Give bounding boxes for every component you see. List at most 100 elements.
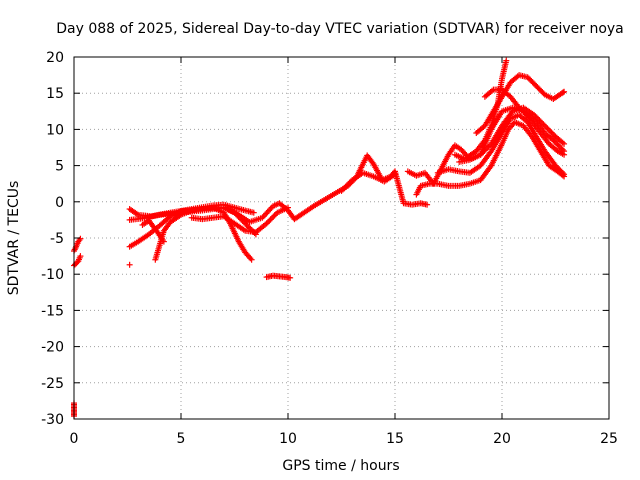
data-point (532, 113, 539, 120)
data-point (287, 274, 294, 281)
y-axis-label: SDTVAR / TECUs (6, 181, 22, 296)
data-point (242, 220, 249, 227)
data-point (559, 89, 566, 96)
y-tick-label: -15 (41, 303, 64, 319)
data-point (540, 121, 547, 128)
y-tick-label: -5 (50, 231, 64, 247)
data-point (549, 130, 556, 137)
chart-title: Day 088 of 2025, Sidereal Day-to-day VTE… (56, 21, 624, 37)
data-point (548, 129, 555, 136)
series-trace-r (481, 86, 568, 155)
data-point (77, 235, 84, 242)
y-tick-label: -20 (41, 340, 64, 356)
data-point (232, 211, 239, 218)
series-trace-k (263, 272, 294, 281)
data-point (541, 122, 548, 129)
axis-ticks: 0 5 10 15 20 25 -30 -25 -20 -15 -10 -5 0 5 10 15 20 (41, 50, 618, 447)
x-tick-label: 15 (386, 431, 404, 447)
x-tick-label: 20 (493, 431, 511, 447)
data-point (264, 219, 271, 226)
data-point (550, 137, 557, 144)
data-point (561, 148, 568, 155)
data-point (547, 128, 554, 135)
data-point (339, 186, 346, 193)
x-tick-label: 10 (279, 431, 297, 447)
data-point (342, 183, 349, 190)
data-point (272, 211, 279, 218)
y-tick-label: 20 (46, 50, 64, 66)
data-point (346, 179, 353, 186)
series-trace-s (456, 104, 568, 165)
data-point (126, 261, 133, 268)
x-axis-label: GPS time / hours (282, 458, 399, 474)
y-tick-label: 5 (55, 159, 64, 175)
data-point (240, 219, 247, 226)
data-point (551, 138, 558, 145)
y-tick-label: 10 (46, 122, 64, 138)
data-points (71, 57, 568, 420)
data-point (231, 209, 238, 216)
data-point (485, 143, 492, 150)
data-point (243, 221, 250, 228)
data-point (263, 220, 270, 227)
data-point (341, 185, 348, 192)
series-trace-j (188, 204, 291, 236)
y-tick-label: 0 (55, 195, 64, 211)
data-point (545, 126, 552, 133)
data-point (486, 142, 493, 149)
data-point (267, 216, 274, 223)
series-trace-a (71, 253, 84, 269)
data-point (543, 124, 550, 131)
data-point (338, 187, 345, 194)
data-point (271, 212, 278, 219)
data-point (424, 201, 431, 208)
y-tick-label: -30 (41, 412, 64, 428)
data-point (285, 204, 291, 211)
data-point (559, 146, 566, 153)
data-point (235, 213, 242, 220)
data-point (531, 111, 538, 118)
grid (74, 57, 609, 419)
data-point (165, 214, 172, 221)
series-trace-d (126, 261, 133, 268)
data-point (484, 144, 491, 151)
data-point (481, 147, 488, 154)
data-point (270, 213, 277, 220)
data-point (234, 212, 241, 219)
data-point (555, 142, 562, 149)
data-point (482, 146, 489, 153)
data-point (558, 145, 565, 152)
data-point (250, 209, 257, 216)
data-point (533, 114, 540, 121)
data-point (535, 115, 542, 122)
data-point (248, 256, 255, 263)
data-point (236, 215, 243, 222)
data-point (554, 141, 561, 148)
data-point (266, 217, 273, 224)
data-point (244, 223, 251, 230)
data-point (392, 171, 398, 178)
series-trace-l (338, 169, 398, 194)
x-tick-label: 5 (177, 431, 186, 447)
data-point (544, 125, 551, 132)
data-point (238, 216, 245, 223)
data-point (343, 182, 350, 189)
data-point (537, 118, 544, 125)
x-tick-label: 25 (600, 431, 618, 447)
data-point (559, 170, 566, 177)
data-point (539, 120, 546, 127)
y-tick-label: -25 (41, 376, 64, 392)
data-point (77, 253, 84, 260)
data-point (239, 217, 246, 224)
y-tick-label: 15 (46, 86, 64, 102)
data-point (480, 149, 487, 156)
data-point (477, 151, 484, 158)
data-point (536, 117, 543, 124)
data-point (553, 139, 560, 146)
data-point (268, 215, 275, 222)
data-point (478, 150, 485, 157)
data-point (561, 88, 568, 95)
data-point (503, 57, 510, 64)
data-point (345, 181, 352, 188)
